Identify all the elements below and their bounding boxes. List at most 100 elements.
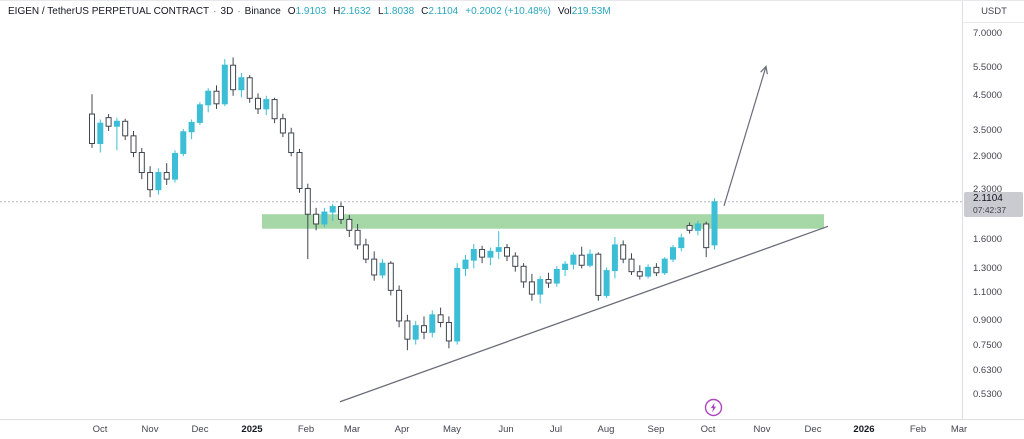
candle-up [180, 131, 187, 154]
candle-up [97, 122, 104, 144]
candle-down [138, 152, 145, 174]
time-tick-label: Apr [394, 424, 410, 435]
price-tick-label: 1.6000 [973, 234, 1003, 246]
close-value: 2.1104 [428, 6, 459, 17]
candle-down [421, 325, 427, 333]
candle-down [271, 99, 278, 120]
candle-up [379, 262, 386, 276]
time-axis[interactable]: Oct Nov Dec 2025 Feb Mar Apr May Jun Jul Aug Sep Oct… [0, 419, 1024, 439]
price-tick-label: 2.9000 [973, 151, 1003, 163]
candle-down [255, 97, 261, 110]
price-tick-label: 4.5000 [973, 89, 1003, 101]
candle-down [387, 262, 394, 291]
price-tick-label: 1.1000 [973, 286, 1003, 298]
supply-zone[interactable] [262, 214, 824, 229]
candle-up [587, 253, 593, 266]
candle-down [362, 244, 369, 260]
time-tick-label: Aug [597, 424, 615, 435]
candle-down [545, 279, 552, 284]
price-tick-label: 0.6300 [973, 364, 1003, 376]
candle-up [495, 247, 502, 252]
candle-down [147, 172, 154, 191]
time-tick-label: Oct [92, 424, 108, 435]
price-tick-label: 7.0000 [973, 28, 1003, 39]
symbol-title[interactable]: EIGEN / TetherUS PERPETUAL CONTRACT [8, 6, 210, 17]
time-tick-label: Dec [804, 424, 822, 435]
separator-dot: · [237, 6, 241, 17]
interval-label[interactable]: 3D [220, 6, 234, 17]
time-tick-label: Mar [950, 424, 968, 435]
candle-down [479, 248, 486, 258]
price-tick-label: 2.3000 [973, 183, 1003, 195]
candle-up [603, 270, 610, 296]
candle-up [196, 104, 203, 123]
candle-down [528, 281, 535, 295]
time-tick-label: Sep [647, 424, 665, 435]
candle-down [636, 271, 643, 277]
candle-up [462, 259, 469, 269]
candle-up [694, 223, 701, 231]
candle-up [470, 248, 477, 261]
open-label: O [287, 6, 296, 17]
candle-down [230, 64, 237, 91]
candle-up [205, 90, 212, 106]
price-tick-label: 1.3000 [973, 263, 1003, 275]
volume-value: 219.53M [571, 6, 611, 17]
candle-down [89, 113, 95, 144]
candle-up [645, 266, 652, 277]
time-tick-label: Jun [498, 424, 514, 435]
candle-up [611, 244, 618, 272]
price-chart-pane[interactable] [0, 1, 962, 419]
price-tick-label: 0.7500 [973, 340, 1003, 352]
low-value: 1.8038 [383, 6, 415, 17]
candle-up [429, 314, 436, 333]
candle-down [371, 258, 378, 276]
candle-up [570, 254, 577, 265]
bar-countdown: 07:42:37 [973, 204, 1007, 215]
price-tick-label: 3.5000 [973, 124, 1003, 136]
candle-down [686, 225, 693, 231]
candle-down [354, 229, 361, 246]
time-tick-label: Nov [753, 424, 771, 435]
separator-dot: · [213, 6, 217, 17]
candle-up [454, 267, 461, 342]
time-tick-label: May [443, 424, 461, 435]
candle-down [703, 223, 710, 249]
candle-down [595, 253, 602, 296]
candle-down [279, 118, 286, 134]
candle-down [130, 135, 137, 154]
candle-up [113, 120, 120, 127]
candle-up [155, 172, 162, 191]
last-price-badge: 2.1104 07:42:37 [964, 191, 1023, 217]
candle-up [321, 211, 328, 225]
candle-up [172, 152, 178, 180]
price-tick-label: 0.5300 [973, 389, 1003, 400]
exchange-label[interactable]: Binance [244, 6, 281, 17]
projection-arrow[interactable] [723, 65, 768, 206]
candle-down [620, 244, 627, 260]
candle-down [313, 213, 320, 225]
candle-down [404, 320, 411, 340]
ascending-trendline[interactable] [339, 225, 829, 403]
candle-up [678, 237, 685, 249]
close-label: C [421, 6, 429, 17]
candle-down [346, 218, 353, 231]
candle-down [304, 187, 311, 215]
low-label: L [378, 6, 384, 17]
candle-down [213, 90, 220, 105]
candle-up [661, 258, 668, 274]
candle-down [122, 120, 129, 137]
candle-up [412, 325, 419, 340]
price-tick-label: 0.9000 [973, 314, 1003, 326]
price-axis[interactable]: USDT 2.1104 07:42:37 7.0000 5.5000 4.5000 3… [962, 1, 1024, 419]
candle-down [504, 247, 510, 257]
candle-down [105, 117, 112, 127]
time-tick-label: Dec [191, 424, 209, 435]
candle-up [238, 77, 245, 91]
axis-currency-label: USDT [963, 1, 1024, 23]
candle-down [338, 205, 344, 220]
candle-up [263, 99, 270, 110]
lightning-event-icon[interactable] [704, 398, 723, 417]
candle-down [296, 152, 303, 189]
